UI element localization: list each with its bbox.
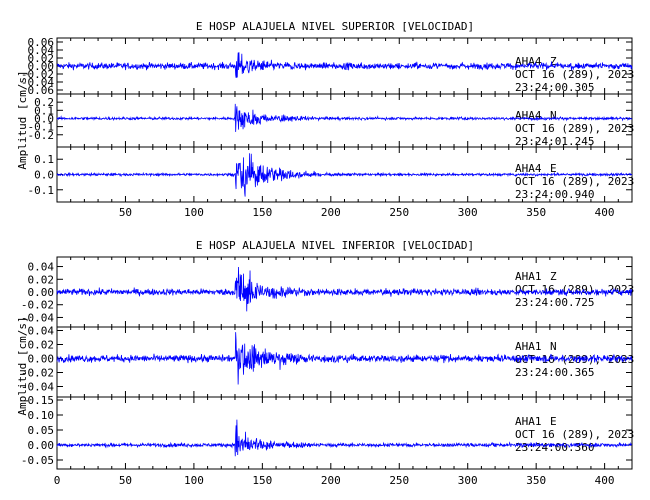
y-tick-label: -0.04	[21, 76, 54, 89]
x-tick-label: 400	[595, 474, 615, 487]
y-tick-label: 0.00	[28, 439, 55, 452]
time-label: 23:24:01.245	[515, 135, 594, 148]
y-tick-label: 0.00	[28, 353, 55, 366]
y-tick-label: -0.04	[21, 311, 54, 324]
y-tick-label: -0.05	[21, 454, 54, 467]
date-label: OCT 16 (289), 2023	[515, 175, 634, 188]
x-tick-label: 300	[458, 206, 478, 219]
waveform-trace	[56, 103, 633, 132]
y-tick-label: 0.2	[34, 96, 54, 109]
y-tick-label: 0.02	[28, 339, 55, 352]
trace-panel-AHA1-Z: 0.040.020.00-0.02-0.04	[21, 256, 633, 328]
x-tick-label: 400	[595, 206, 615, 219]
station-label: AHA4	[515, 109, 542, 122]
station-label: AHA1	[515, 415, 542, 428]
y-tick-label: 0.06	[28, 36, 55, 49]
top-chart-title: E HOSP ALAJUELA NIVEL SUPERIOR [VELOCIDA…	[196, 20, 474, 33]
waveform-trace	[56, 419, 633, 457]
y-tick-label: 0.15	[28, 394, 55, 407]
component-label: E	[550, 415, 557, 428]
y-tick-label: -0.02	[21, 367, 54, 380]
component-label: Z	[550, 55, 557, 68]
y-tick-label: 0.02	[28, 273, 55, 286]
y-tick-label: 0.05	[28, 424, 55, 437]
y-tick-label: 0.0	[34, 169, 54, 182]
trace-panel-AHA4-Z: 0.060.040.020.00-0.02-0.04-0.06	[21, 36, 633, 97]
x-tick-label: 200	[321, 206, 341, 219]
date-label: OCT 16 (289), 2023	[515, 68, 634, 81]
x-tick-label: 250	[389, 206, 409, 219]
y-tick-label: 0.0	[34, 112, 54, 125]
x-tick-label: 250	[389, 474, 409, 487]
waveform-trace	[56, 267, 633, 312]
component-label: N	[550, 340, 557, 353]
top-panel-1-labels: AHA4 Z OCT 16 (289), 2023 23:24:00.305	[515, 55, 634, 94]
y-tick-label: -0.1	[28, 121, 55, 134]
time-label: 23:24:00.360	[515, 441, 594, 454]
y-tick-label: -0.1	[28, 184, 55, 197]
station-label: AHA4	[515, 162, 542, 175]
x-tick-label: 350	[526, 474, 546, 487]
y-tick-label: -0.2	[28, 129, 55, 142]
bottom-chart-ylabel: Amplitud [cm/s]	[16, 316, 29, 415]
y-tick-label: -0.04	[21, 381, 54, 394]
time-label: 23:24:00.305	[515, 81, 594, 94]
trace-panel-AHA1-E: 0.15 0.10 0.05 0.00 -0.05	[21, 394, 633, 470]
x-tick-label: 100	[184, 206, 204, 219]
bottom-panel-1-labels: AHA1 Z OCT 16 (289), 2023 23:24:00.725	[515, 270, 634, 309]
station-label: AHA1	[515, 340, 542, 353]
y-tick-label: 0.1	[34, 104, 54, 117]
y-tick-label: -0.06	[21, 84, 54, 97]
y-tick-label: -0.02	[21, 68, 54, 81]
trace-panel-AHA4-E: 0.1 0.0 -0.1	[28, 146, 633, 203]
x-tick-label: 350	[526, 206, 546, 219]
waveform-trace	[56, 332, 633, 385]
x-tick-label: 0	[54, 474, 61, 487]
component-label: N	[550, 109, 557, 122]
y-tick-label: 0.02	[28, 52, 55, 65]
y-tick-label: 0.1	[34, 153, 54, 166]
x-tick-label: 150	[252, 474, 272, 487]
component-label: Z	[550, 270, 557, 283]
x-tick-label: 50	[119, 474, 132, 487]
top-chart-ylabel: Amplitud [cm/s]	[16, 70, 29, 169]
x-tick-label: 200	[321, 474, 341, 487]
y-tick-label: 0.04	[28, 325, 55, 338]
component-label: E	[550, 162, 557, 175]
waveform-trace	[56, 153, 633, 197]
bottom-chart-title: E HOSP ALAJUELA NIVEL INFERIOR [VELOCIDA…	[196, 239, 474, 252]
date-label: OCT 16 (289), 2023	[515, 428, 634, 441]
x-tick-label: 300	[458, 474, 478, 487]
waveform-trace	[56, 52, 633, 78]
y-tick-label: -0.02	[21, 299, 54, 312]
top-panel-3-labels: AHA4 E OCT 16 (289), 2023 23:24:00.940	[515, 162, 634, 201]
y-tick-label: 0.10	[28, 409, 55, 422]
time-label: 23:24:00.725	[515, 296, 594, 309]
date-label: OCT 16 (289), 2023	[515, 122, 634, 135]
y-tick-label: 0.04	[28, 261, 55, 274]
y-tick-label: 0.00	[28, 60, 55, 73]
time-label: 23:24:00.940	[515, 188, 594, 201]
y-tick-label: 0.00	[28, 286, 55, 299]
x-tick-label: 150	[252, 206, 272, 219]
plot-area: 0.060.040.020.00-0.02-0.04-0.060.20.10.0…	[21, 36, 633, 487]
x-tick-label: 50	[119, 206, 132, 219]
y-tick-label: 0.04	[28, 44, 55, 57]
station-label: AHA1	[515, 270, 542, 283]
x-tick-label: 100	[184, 474, 204, 487]
date-label: OCT 16 (289), 2023	[515, 283, 634, 296]
time-label: 23:24:00.365	[515, 366, 594, 379]
